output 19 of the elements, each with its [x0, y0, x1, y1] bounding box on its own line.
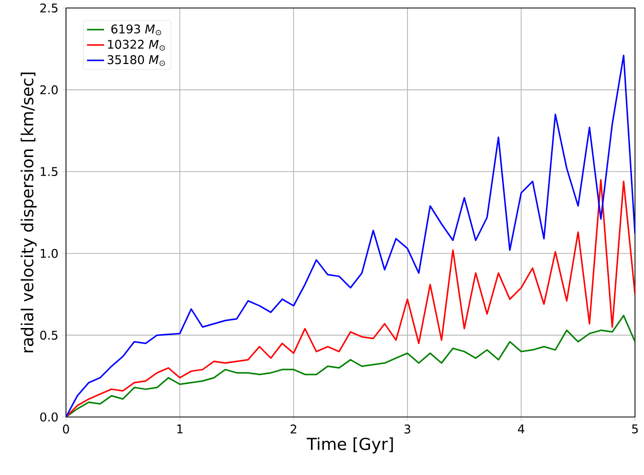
y-axis-title: radial velocity dispersion [km/sec]	[20, 72, 37, 352]
x-tick-label: 3	[404, 424, 410, 434]
legend-label: 6193 M$_{⊙}$	[111, 24, 162, 36]
y-tick-label: 1.5	[40, 167, 58, 176]
y-tick-label: 0.5	[40, 330, 58, 340]
x-tick-label: 5	[632, 424, 638, 434]
y-tick-label: 2.0	[40, 85, 58, 94]
legend-label: 35180 M$_{⊙}$	[108, 55, 165, 66]
x-tick-label: 4	[518, 424, 524, 434]
x-tick-label: 0	[62, 424, 70, 434]
legend-label: 10322 M$_{⊙}$	[108, 40, 165, 51]
x-tick-label: 1	[177, 424, 182, 434]
line-series	[66, 179, 636, 417]
line-series	[66, 54, 636, 417]
y-tick-label: 2.5	[40, 3, 58, 13]
y-tick-label: 0.0	[40, 412, 58, 422]
y-tick-label: 1.0	[40, 248, 58, 258]
x-tick-label: 2	[290, 424, 296, 434]
x-axis-title: Time [Gyr]	[306, 437, 393, 454]
